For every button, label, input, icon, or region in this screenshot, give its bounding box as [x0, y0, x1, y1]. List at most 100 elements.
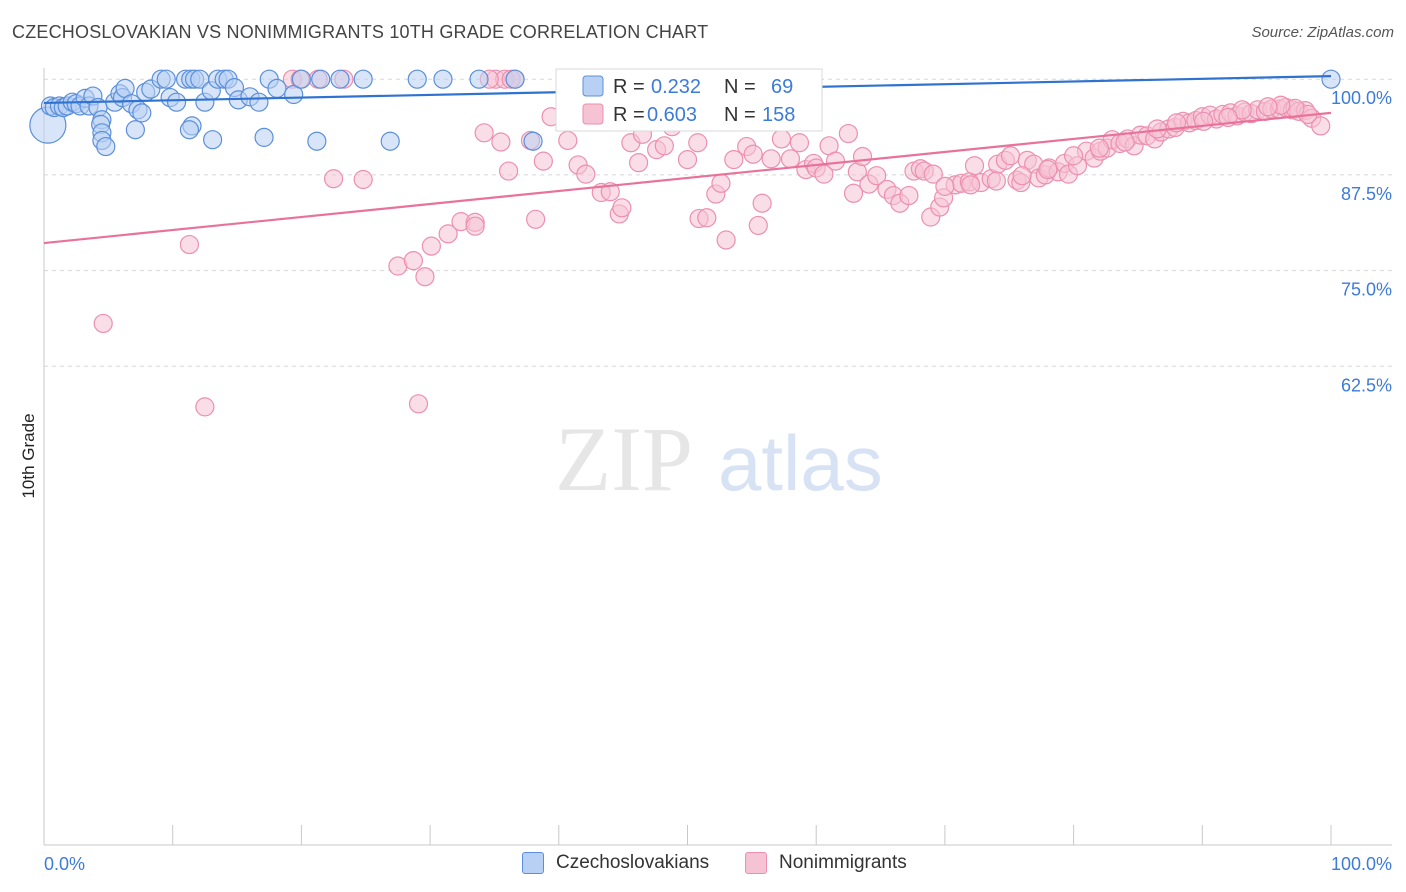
czechoslovakians-point [523, 131, 543, 151]
nonimmigrants-point [533, 151, 553, 171]
nonimmigrants-point [1311, 116, 1331, 136]
legend-r-value-pink: 0.603 [647, 104, 697, 126]
czechoslovakians-point [291, 69, 311, 89]
legend-top: R = 0.232 N = 69 R = 0.603 N = 158 [555, 68, 823, 132]
nonimmigrants-point [716, 230, 736, 250]
legend-r-label-blue: R = [613, 76, 645, 98]
czechoslovakians-point [254, 127, 274, 147]
watermark-zip: ZIP [555, 408, 693, 510]
nonimmigrants-point [179, 234, 200, 255]
nonimmigrants-point [558, 130, 578, 151]
watermark-atlas: atlas [718, 419, 883, 507]
nonimmigrants-point [677, 149, 698, 170]
x-tick-label-max: 100.0% [1331, 854, 1392, 874]
czechoslovakians-point [330, 69, 350, 89]
nonimmigrants-point [743, 144, 763, 164]
nonimmigrants-point [465, 216, 485, 236]
nonimmigrants-trend-line [43, 111, 1332, 245]
nonimmigrants-point [825, 151, 846, 171]
y-tick-label: 75.0% [1341, 280, 1392, 300]
nonimmigrants-point [415, 267, 435, 287]
legend-item-nonimmigrants: Nonimmigrants [745, 852, 907, 874]
chart-title: CZECHOSLOVAKIAN VS NONIMMIGRANTS 10TH GR… [12, 22, 709, 42]
y-tick-label: 87.5% [1341, 184, 1392, 204]
legend-bottom: Czechoslovakians Nonimmigrants [0, 852, 1406, 878]
legend-swatch-czechoslovakians [522, 852, 544, 874]
nonimmigrants-point [964, 156, 985, 176]
nonimmigrants-point [852, 146, 873, 167]
nonimmigrants-point [697, 208, 717, 228]
y-tick-labels: 62.5% 75.0% 87.5% 100.0% [1331, 88, 1392, 395]
czechoslovakians-point [202, 130, 223, 150]
x-ticks [43, 825, 1332, 845]
czechoslovakians-point [380, 131, 400, 151]
y-tick-label: 100.0% [1331, 88, 1392, 108]
nonimmigrants-point [711, 173, 731, 193]
nonimmigrants-points [93, 69, 1331, 417]
axes [43, 68, 1392, 846]
nonimmigrants-point [838, 123, 858, 144]
czechoslovakians-point [125, 120, 145, 140]
nonimmigrants-point [1089, 138, 1109, 158]
nonimmigrants-point [403, 251, 423, 271]
nonimmigrants-point [421, 236, 441, 256]
nonimmigrants-point [1193, 111, 1214, 131]
nonimmigrants-point [961, 175, 981, 195]
czechoslovakians-point [469, 69, 489, 89]
nonimmigrants-point [323, 169, 344, 189]
nonimmigrants-point [843, 183, 864, 203]
nonimmigrants-point [353, 169, 373, 190]
nonimmigrants-point [771, 129, 792, 149]
nonimmigrants-point [780, 149, 801, 169]
x-tick-label-min: 0.0% [44, 854, 85, 874]
czechoslovakians-point [1321, 69, 1341, 89]
legend-r-label-pink: R = [613, 104, 645, 126]
czechoslovakians-point [353, 69, 373, 89]
legend-n-value-blue: 69 [771, 76, 793, 98]
legend-swatch-pink [582, 103, 604, 125]
czechoslovakians-point [249, 92, 269, 112]
nonimmigrants-point [1038, 159, 1058, 180]
czechoslovakians-point [96, 136, 116, 157]
czechoslovakians-point [311, 69, 331, 89]
nonimmigrants-point [1063, 146, 1084, 166]
source-label: Source: ZipAtlas.com [1251, 24, 1394, 41]
nonimmigrants-point [923, 164, 943, 184]
czechoslovakians-point [505, 69, 525, 89]
czechoslovakians-point [267, 78, 287, 98]
nonimmigrants-point [867, 166, 887, 186]
nonimmigrants-point [408, 394, 429, 414]
nonimmigrants-point [654, 136, 674, 156]
legend-swatch-nonimmigrants [745, 852, 767, 874]
nonimmigrants-point [628, 153, 649, 173]
nonimmigrants-point [1258, 97, 1278, 117]
nonimmigrants-point [986, 171, 1006, 191]
legend-n-value-pink: 158 [762, 104, 795, 126]
nonimmigrants-point [761, 149, 781, 169]
czechoslovakians-point [179, 120, 200, 140]
y-axis-title: 10th Grade [19, 413, 38, 498]
czechoslovakians-point [407, 69, 427, 89]
czechoslovakians-point [433, 69, 453, 89]
legend-label-czechoslovakians: Czechoslovakians [556, 852, 710, 873]
nonimmigrants-point [612, 198, 632, 218]
nonimmigrants-point [935, 176, 955, 196]
nonimmigrants-point [1115, 132, 1135, 152]
nonimmigrants-point [899, 185, 919, 206]
nonimmigrants-point [748, 215, 768, 236]
nonimmigrants-point [688, 133, 708, 153]
nonimmigrants-point [195, 397, 215, 417]
legend-n-label-pink: N = [724, 104, 756, 126]
nonimmigrants-point [499, 161, 519, 181]
nonimmigrants-point [724, 149, 744, 170]
czechoslovakians-point [156, 69, 176, 89]
legend-label-nonimmigrants: Nonimmigrants [779, 852, 907, 873]
nonimmigrants-point [1000, 146, 1021, 166]
nonimmigrants-point [474, 123, 494, 143]
y-tick-label: 62.5% [1341, 375, 1392, 395]
legend-n-label-blue: N = [724, 76, 756, 98]
nonimmigrants-point [752, 193, 772, 213]
legend-swatch-blue [582, 75, 604, 97]
czechoslovakians-point [307, 131, 327, 151]
